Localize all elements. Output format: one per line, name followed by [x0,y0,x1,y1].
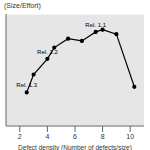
svg-text:Defect density (Number of defe: Defect density (Number of defects/size) [18,144,132,150]
svg-text:8: 8 [101,133,105,140]
svg-text:10: 10 [126,133,134,140]
svg-text:6: 6 [73,133,77,140]
svg-text:2: 2 [18,133,22,140]
svg-text:4: 4 [45,133,49,140]
svg-text:Rel. 1.2: Rel. 1.2 [37,49,58,55]
svg-text:Rel. 1.3: Rel. 1.3 [16,82,37,88]
svg-text:Rel. 1.1: Rel. 1.1 [85,22,106,28]
html-text:(Size/Effort): (Size/Effort) [4,2,41,9]
